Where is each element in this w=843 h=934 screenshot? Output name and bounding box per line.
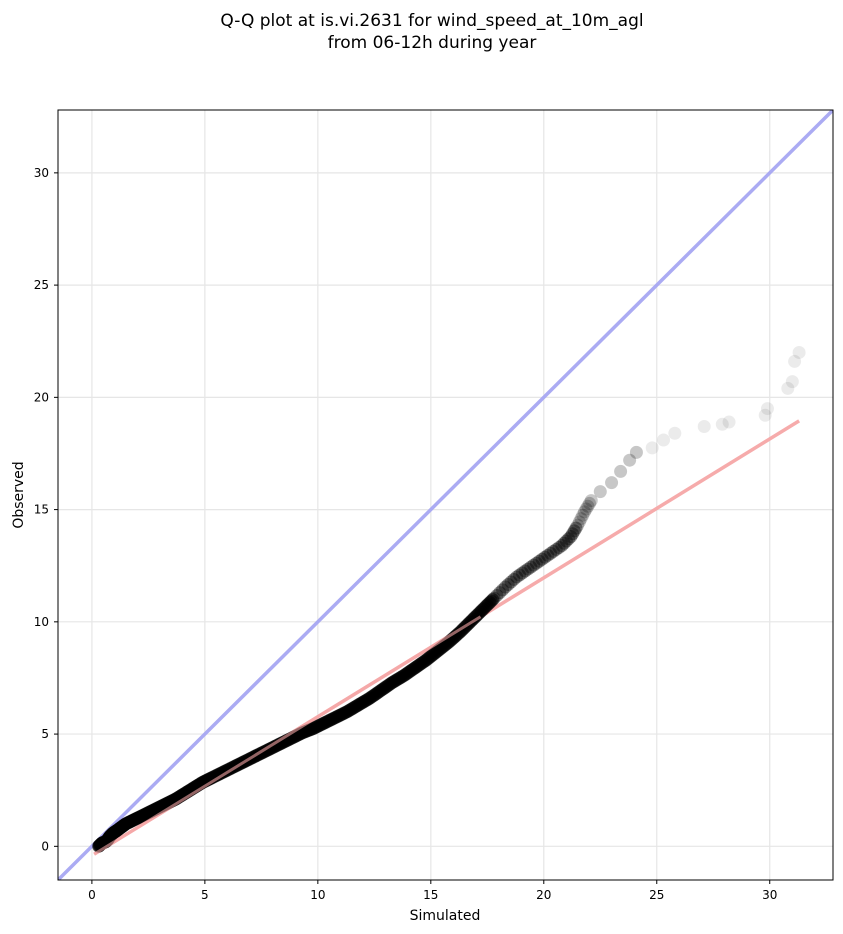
linear-fit-line-overlay [93,615,482,856]
quantile-point [544,546,558,560]
y-tick-label: 5 [41,727,49,741]
quantile-point [555,539,569,553]
quantile-point [529,556,543,570]
quantile-point [614,464,628,478]
quantile-point [504,575,518,589]
quantile-point [490,588,504,602]
quantile-point [715,417,729,431]
quantile-point [521,562,535,576]
y-axis-label: Observed [11,461,27,528]
chart-title-line-2: from 06-12h during year [328,33,537,53]
quantile-point [498,580,512,594]
plot-frame [57,109,834,881]
quantile-point [581,499,595,513]
x-tick-label: 10 [310,888,325,902]
quantile-point [567,524,581,538]
quantile-point [486,593,500,607]
quantile-point [512,568,526,582]
quantile-point [535,552,549,566]
quantile-point [524,560,538,574]
quantile-point [722,415,736,429]
quantile-point [760,402,774,416]
quantile-point [593,485,607,499]
quantile-point [549,542,563,556]
quantile-point [645,441,659,455]
quantile-point [538,550,552,564]
quantile-point [566,527,580,541]
quantile-point [668,426,682,440]
y-tick-label: 15 [34,503,49,517]
series [58,110,833,880]
quantile-point [501,578,515,592]
quantile-point [532,554,546,568]
quantile-point [507,572,521,586]
quantile-point [493,586,507,600]
quantile-point [792,345,806,359]
quantile-point [785,375,799,389]
quantile-point [584,494,598,508]
quantile-point [571,518,585,532]
quantile-point [574,512,588,526]
quantile-point [496,583,510,597]
quantile-point [572,515,586,529]
x-tick-label: 25 [649,888,664,902]
quantile-point [557,536,571,550]
y-tick-label: 10 [34,615,49,629]
quantile-point [623,453,637,467]
quantile-point [577,505,591,519]
x-axis-ticks: 0 5 10 15 20 25 30 [88,880,777,902]
quantile-point [657,433,671,447]
y-tick-label: 20 [34,390,49,404]
quantile-point [518,564,532,578]
quantile-point [562,532,576,546]
quantile-point [487,591,501,605]
quantile-point [629,445,643,459]
x-axis-label: Simulated [410,908,481,924]
x-tick-label: 5 [201,888,209,902]
quantile-point [515,566,529,580]
x-tick-label: 20 [536,888,551,902]
chart-title-line-1: Q-Q plot at is.vi.2631 for wind_speed_at… [220,11,643,31]
quantile-point [781,381,795,395]
one-to-one-reference-line [58,110,833,880]
quantile-point [576,508,590,522]
x-tick-label: 30 [762,888,777,902]
quantile-point [541,548,555,562]
y-tick-label: 25 [34,278,49,292]
quantile-point [788,354,802,368]
quantile-point [583,496,597,510]
y-axis-ticks: 0 5 10 15 20 25 30 [34,166,58,853]
x-tick-label: 0 [88,888,96,902]
quantile-point [697,420,711,434]
y-tick-label: 30 [34,166,49,180]
quantile-points [92,345,806,853]
quantile-point [564,530,578,544]
y-tick-label: 0 [41,839,49,853]
quantile-point [559,534,573,548]
quantile-point [552,540,566,554]
quantile-point [510,570,524,584]
quantile-point [758,408,772,422]
quantile-point [605,476,619,490]
x-tick-label: 15 [423,888,438,902]
quantile-point [546,544,560,558]
quantile-point [569,521,583,535]
grid [58,110,833,880]
quantile-point [579,502,593,516]
quantile-point [527,558,541,572]
